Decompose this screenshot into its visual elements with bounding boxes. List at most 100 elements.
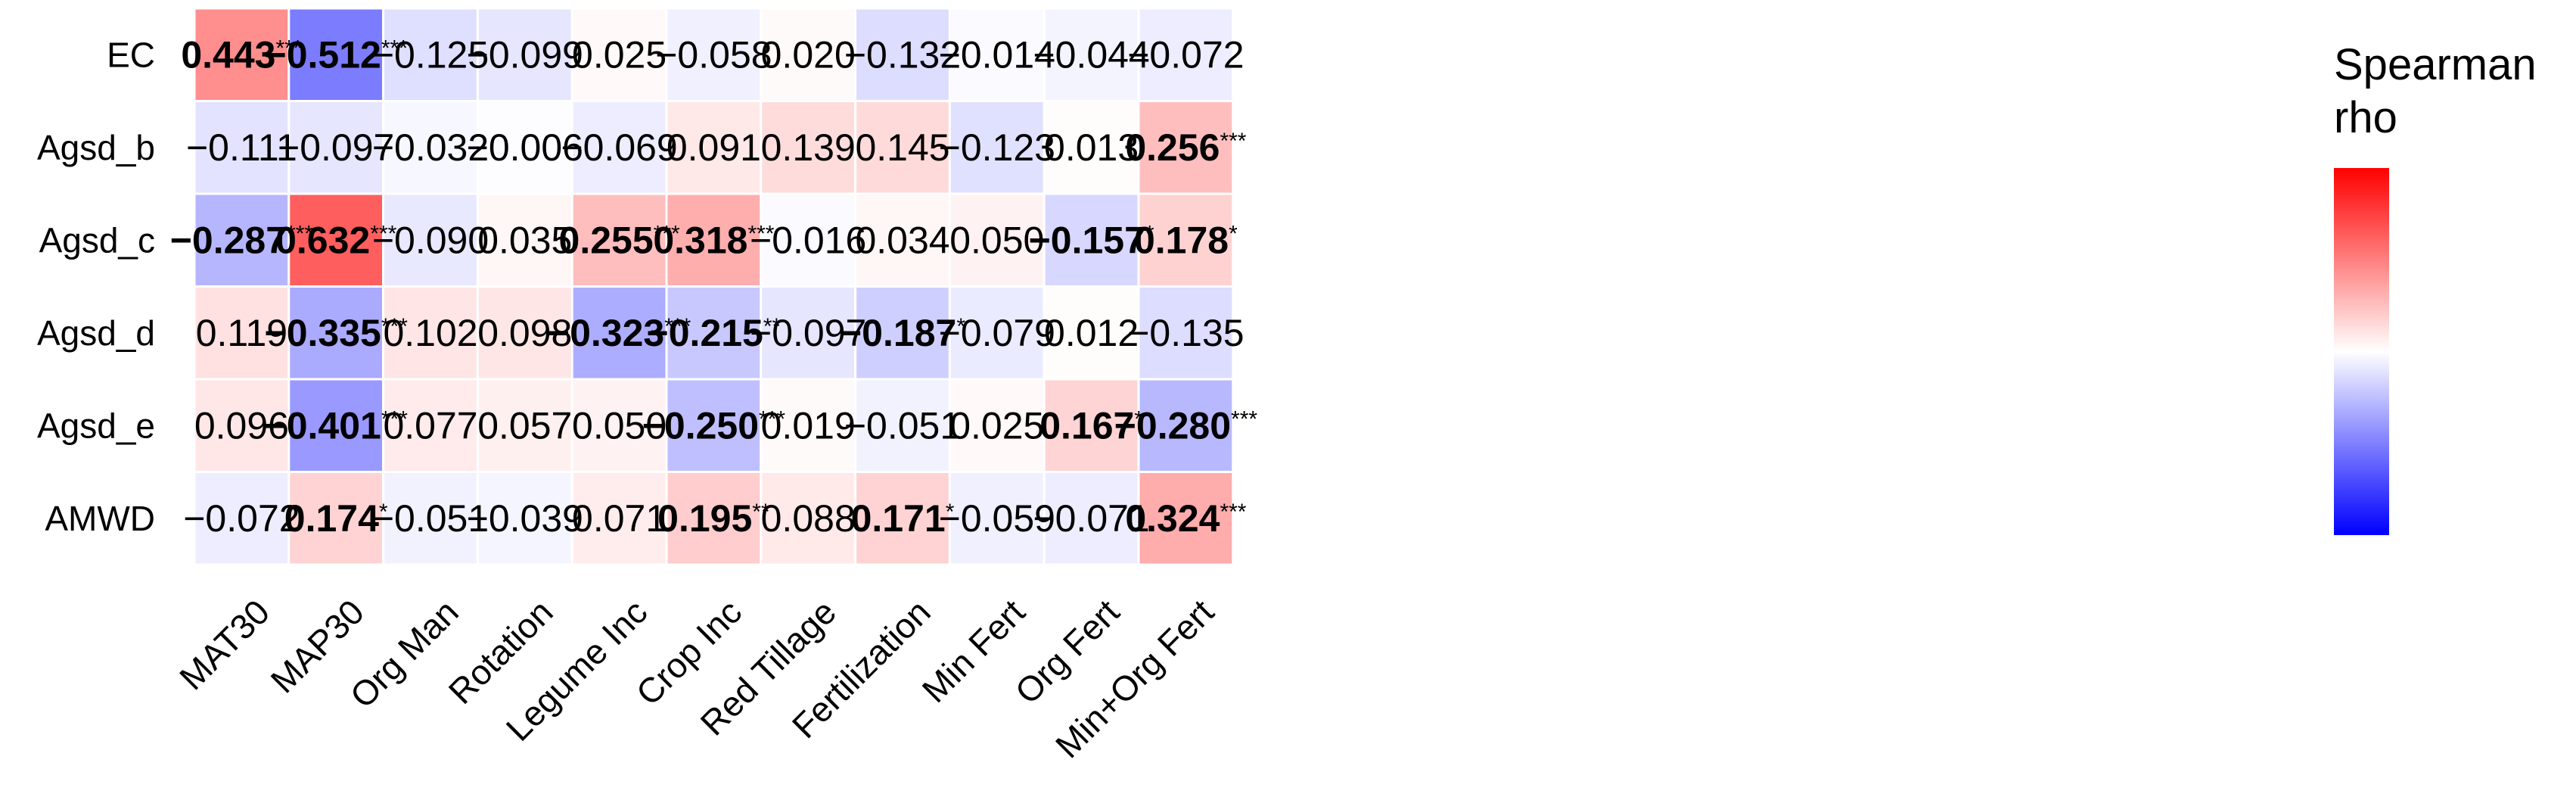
cell-value-label: 0.098: [477, 312, 572, 354]
significance-stars: *: [1134, 406, 1143, 431]
cell-value-label: −0.069: [561, 126, 677, 169]
cell-value-label: −0.097: [750, 312, 866, 354]
cell-value-label: 0.174*: [284, 497, 388, 540]
heatmap-cell: [1137, 378, 1235, 473]
cell-value-label: 0.255***: [559, 219, 680, 261]
cell-value-label: −0.051: [844, 404, 961, 447]
cell-value-label: −0.111: [186, 126, 297, 169]
color-legend: Spearman rho: [2334, 40, 2537, 535]
cell-value-label: −0.006: [467, 126, 583, 169]
cell-value-label: 0.178*: [1134, 219, 1238, 261]
cell-value-label: −0.323***: [548, 312, 691, 354]
cell-value-label: 0.071: [572, 497, 667, 540]
legend-title-line-2: rho: [2334, 93, 2397, 142]
cell-value-label: 0.050: [572, 404, 667, 447]
cell-value-label: 0.324***: [1125, 497, 1246, 540]
significance-stars: ***: [381, 314, 408, 339]
heatmap-cell-labels: 0.443***−0.512***−0.125−0.0990.025−0.058…: [170, 33, 1258, 540]
cell-value-label: 0.139: [761, 126, 856, 169]
significance-stars: ***: [759, 406, 785, 431]
cell-value-label: 0.050: [949, 219, 1044, 261]
significance-stars: ***: [664, 314, 691, 339]
significance-stars: ***: [381, 36, 408, 61]
heatmap-cell: [382, 100, 479, 195]
heatmap-cell: [854, 100, 951, 195]
heatmap-cell: [665, 471, 763, 566]
cell-value-label: 0.035: [477, 219, 572, 261]
heatmap-cells: [193, 7, 1235, 566]
heatmap-cell: [570, 471, 668, 566]
significance-stars: ***: [370, 221, 396, 246]
cell-value-label: 0.096: [194, 404, 289, 447]
cell-value-label: 0.012: [1044, 312, 1139, 354]
heatmap-cell: [570, 100, 668, 195]
cell-value-label: −0.079: [939, 312, 1055, 354]
significance-stars: **: [752, 500, 770, 525]
cell-value-label: −0.123: [939, 126, 1055, 169]
cell-value-label: 0.019: [761, 404, 856, 447]
heatmap-cell: [1043, 7, 1140, 102]
heatmap-cell: [948, 471, 1046, 566]
heatmap-cell: [476, 285, 573, 381]
cell-value-label: 0.025: [572, 33, 667, 76]
legend-title-line-1: Spearman: [2334, 40, 2537, 89]
cell-value-label: −0.287***: [170, 219, 314, 261]
cell-value-label: −0.157*: [1029, 219, 1154, 261]
significance-stars: *: [379, 500, 388, 525]
cell-value-label: 0.145: [855, 126, 949, 169]
cell-value-label: −0.059: [939, 497, 1055, 540]
row-tick-label: Agsd_c: [39, 220, 155, 260]
cell-value-label: −0.071: [1033, 497, 1149, 540]
cell-value-label: −0.032: [372, 126, 489, 169]
heatmap-cell: [1043, 285, 1140, 381]
cell-value-label: −0.044: [1033, 33, 1149, 76]
heatmap-cell: [760, 192, 857, 288]
heatmap-cell: [287, 7, 385, 102]
significance-stars: *: [956, 314, 965, 339]
heatmap-cell: [760, 100, 857, 195]
row-tick-label: EC: [107, 35, 155, 74]
heatmap-cell: [193, 378, 291, 473]
cell-value-label: 0.632***: [275, 219, 396, 261]
significance-stars: ***: [381, 406, 408, 431]
heatmap-cell: [1043, 100, 1140, 195]
heatmap-cell: [570, 192, 668, 288]
cell-value-label: 0.119: [196, 312, 287, 354]
cell-value-label: −0.090: [372, 219, 489, 261]
cell-value-label: 0.013: [1044, 126, 1139, 169]
cell-value-label: −0.039: [467, 497, 583, 540]
cell-value-label: 0.091: [667, 126, 761, 169]
cell-value-label: −0.250***: [642, 404, 786, 447]
heatmap-cell: [1137, 192, 1235, 288]
significance-stars: ***: [275, 36, 302, 61]
cell-value-label: −0.016: [750, 219, 866, 261]
heatmap-cell: [193, 100, 291, 195]
cell-value-label: −0.099: [467, 33, 583, 76]
heatmap-cell: [1137, 285, 1235, 381]
heatmap-cell: [665, 7, 763, 102]
heatmap-cell: [948, 378, 1046, 473]
heatmap-cell: [476, 471, 573, 566]
heatmap-cell: [287, 471, 385, 566]
heatmap-cell: [382, 378, 479, 473]
row-tick-label: AMWD: [45, 499, 155, 538]
cell-value-label: 0.318***: [653, 219, 774, 261]
cell-value-label: 0.057: [477, 404, 572, 447]
significance-stars: ***: [287, 221, 313, 246]
row-tick-label: Agsd_e: [37, 406, 155, 445]
cell-value-label: −0.051: [372, 497, 489, 540]
cell-value-label: −0.512***: [265, 33, 409, 76]
row-tick-label: Agsd_d: [37, 313, 155, 353]
cell-value-label: 0.077: [383, 404, 477, 447]
heatmap-cell: [948, 285, 1046, 381]
heatmap-cell: [476, 378, 573, 473]
cell-value-label: −0.401***: [265, 404, 409, 447]
significance-stars: ***: [1231, 406, 1257, 431]
cell-value-label: −0.215**: [647, 312, 782, 354]
heatmap-cell: [760, 285, 857, 381]
heatmap-cell: [1137, 100, 1235, 195]
column-tick-label: MAT30: [172, 592, 277, 697]
cell-value-label: −0.125: [372, 33, 489, 76]
